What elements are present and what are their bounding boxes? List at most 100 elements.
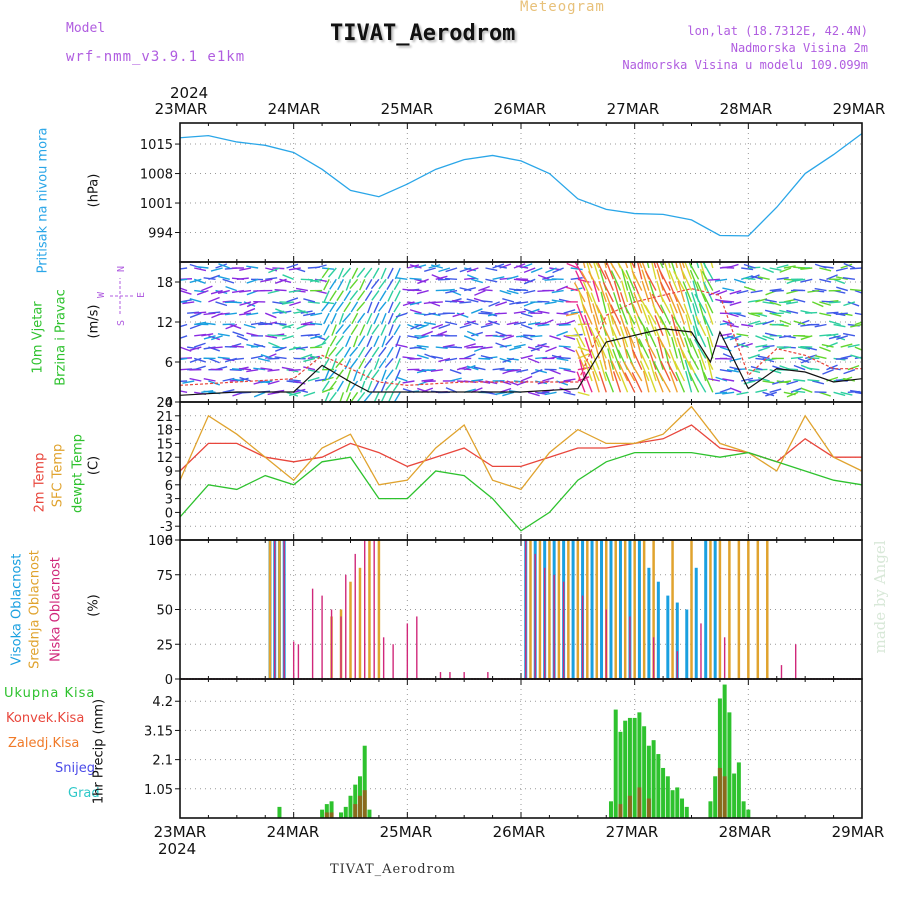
wind-arrow xyxy=(381,335,387,348)
wind-arrow xyxy=(729,335,742,341)
wind-arrow xyxy=(764,298,777,303)
wind-arrow xyxy=(488,320,500,326)
wind-arrow xyxy=(384,357,394,368)
wind-arrow xyxy=(769,301,782,307)
wind-arrow xyxy=(625,270,636,291)
wind-arrow xyxy=(506,321,519,326)
wind-arrow xyxy=(819,267,832,272)
wind-arrow xyxy=(527,346,540,351)
wind-arrow xyxy=(473,366,486,371)
day-top-5: 28MAR xyxy=(719,100,773,118)
wind-arrow xyxy=(328,346,337,357)
wind-arrow xyxy=(814,287,827,292)
wind-arrow xyxy=(281,301,294,305)
wind-arrow xyxy=(239,312,252,316)
wind-arrow xyxy=(437,312,451,315)
cloud-bar xyxy=(718,540,722,679)
wind-arrow xyxy=(582,281,593,303)
wind-arrow xyxy=(689,269,700,291)
wind-arrow xyxy=(835,312,848,315)
wind-arrow xyxy=(395,277,408,280)
wind-arrow xyxy=(516,369,529,373)
wind-arrow xyxy=(407,335,420,339)
wind-arrow xyxy=(715,376,728,382)
wind-arrow xyxy=(282,323,294,329)
wind-arrow xyxy=(494,312,507,315)
wind-arrow xyxy=(478,285,490,292)
cloud-bar xyxy=(345,574,347,679)
wind-arrow xyxy=(520,312,533,318)
wind-arrow xyxy=(706,359,714,382)
wind-arrow xyxy=(203,322,216,326)
wind-arrow xyxy=(307,376,320,382)
wind-arrow xyxy=(702,293,714,314)
wind-arrow xyxy=(651,262,657,280)
wind-arrow xyxy=(566,286,579,292)
wind-arrow xyxy=(708,289,721,296)
wind-arrow xyxy=(516,265,529,269)
wind-arrow xyxy=(321,380,330,392)
wind-arrow xyxy=(246,369,259,373)
wind-arrow xyxy=(594,262,600,269)
precip-bar xyxy=(324,812,329,818)
wind-arrow xyxy=(260,278,273,283)
wind-arrow xyxy=(344,358,352,370)
wind-arrow xyxy=(619,303,629,325)
wind-arrow xyxy=(417,323,429,330)
wind-arrow xyxy=(786,301,799,305)
wind-arrow xyxy=(765,391,777,397)
wind-arrow xyxy=(638,349,650,370)
wind-arrow xyxy=(180,346,192,352)
wind-arrow xyxy=(667,262,671,269)
wind-arrow xyxy=(265,277,278,280)
cloud-bar xyxy=(780,665,783,679)
wind-arrow xyxy=(590,360,600,382)
wind-arrow xyxy=(288,346,301,351)
wind-arrow xyxy=(331,358,337,370)
wind-arrow xyxy=(666,361,678,382)
wind-arrow xyxy=(786,368,799,371)
wind-arrow xyxy=(762,267,774,274)
cloud-bar xyxy=(586,540,589,679)
wind-arrow xyxy=(647,314,657,337)
cloud-bar xyxy=(737,540,741,679)
wind-arrow xyxy=(380,312,387,325)
wind-arrow xyxy=(217,289,230,295)
wind-arrow xyxy=(592,371,600,393)
wind-arrow xyxy=(549,369,561,375)
wind-arrow xyxy=(673,293,686,314)
wind-arrow xyxy=(671,336,678,359)
y-tick-label: 0 xyxy=(165,506,173,521)
wind-arrow xyxy=(357,346,366,358)
wind-arrow xyxy=(577,346,590,352)
wind-arrow xyxy=(307,369,320,373)
wind-arrow xyxy=(605,292,615,314)
wind-arrow xyxy=(681,349,693,371)
wind-gust-line xyxy=(179,288,862,386)
wind-arrow xyxy=(729,301,742,307)
wind-arrow xyxy=(670,314,678,336)
wind-arrow xyxy=(253,367,266,371)
wind-arrow xyxy=(771,289,784,292)
wind-arrow xyxy=(762,344,775,348)
wind-arrow xyxy=(410,323,422,330)
wind-arrow xyxy=(741,323,754,328)
wind-arrow xyxy=(607,314,615,336)
wind-arrow xyxy=(609,262,622,280)
day-bottom-6: 29MAR xyxy=(831,823,885,841)
wind-arrow xyxy=(558,323,571,326)
wind-arrow xyxy=(719,387,732,393)
wind-arrow xyxy=(757,355,770,360)
wind-arrow xyxy=(208,311,221,314)
precip-legend-snow: Snijeg xyxy=(55,761,95,776)
y-tick-label: 50 xyxy=(156,604,173,619)
wind-arrow xyxy=(833,391,846,397)
wind-arrow xyxy=(438,323,451,330)
wind-arrow xyxy=(257,357,270,362)
wind-arrow xyxy=(741,267,754,271)
wind-arrow xyxy=(336,380,344,392)
wind-arrow xyxy=(471,331,483,337)
wind-arrow xyxy=(328,369,337,380)
precip-bar xyxy=(684,806,689,818)
wind-arrow xyxy=(343,346,352,358)
